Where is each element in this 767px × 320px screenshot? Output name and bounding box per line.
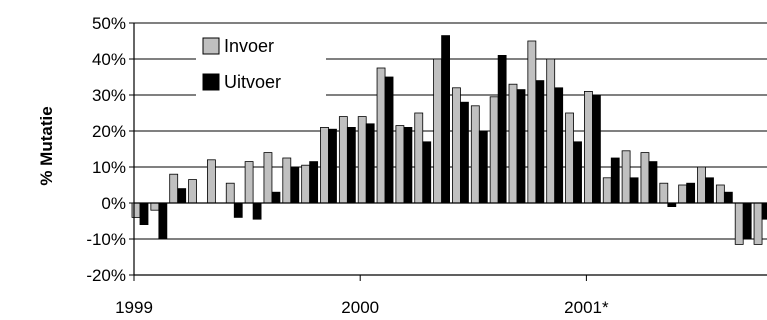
uitvoer-bar — [535, 80, 545, 204]
x-tick-label: 2001* — [564, 298, 609, 317]
uitvoer-bar — [610, 157, 620, 204]
invoer-bar — [527, 40, 537, 204]
invoer-bar — [565, 112, 574, 204]
uitvoer-bar — [497, 55, 507, 204]
invoer-bar — [131, 202, 141, 218]
invoer-bar — [715, 184, 725, 204]
legend-swatch — [202, 37, 220, 55]
legend-label: Invoer — [224, 36, 274, 56]
invoer-bar — [150, 202, 160, 211]
axes — [133, 23, 767, 276]
uitvoer-bar — [271, 191, 281, 204]
y-tick-label: 50% — [92, 14, 126, 33]
invoer-bar — [395, 125, 405, 204]
invoer-bar — [489, 96, 499, 204]
bars — [131, 35, 767, 245]
invoer-bar — [697, 166, 706, 204]
y-tick-label: 40% — [92, 50, 126, 69]
uitvoer-bar — [742, 202, 752, 240]
invoer-bar — [188, 179, 197, 204]
uitvoer-bar — [290, 166, 300, 204]
invoer-bar — [414, 112, 424, 204]
invoer-bar — [584, 91, 593, 204]
invoer-bar — [225, 182, 235, 204]
invoer-bar — [320, 127, 329, 204]
uitvoer-bar — [365, 123, 375, 204]
uitvoer-bar — [478, 130, 488, 204]
y-tick-label: -20% — [86, 266, 126, 285]
uitvoer-bar — [460, 101, 469, 204]
y-tick-label: -10% — [86, 230, 126, 249]
y-tick-label: 30% — [92, 86, 126, 105]
invoer-bar — [282, 157, 292, 204]
uitvoer-bar — [403, 127, 413, 204]
invoer-bar — [678, 184, 688, 204]
invoer-bar — [452, 87, 461, 204]
uitvoer-bar — [252, 202, 262, 220]
uitvoer-bar — [441, 35, 451, 204]
invoer-bar — [206, 159, 216, 204]
uitvoer-bar — [233, 202, 243, 218]
uitvoer-bar — [177, 188, 187, 204]
uitvoer-bar — [573, 141, 582, 204]
invoer-bar — [640, 152, 650, 204]
x-tick-label: 1999 — [115, 298, 153, 317]
uitvoer-bar — [139, 202, 149, 226]
invoer-bar — [169, 173, 179, 204]
invoer-bar — [357, 116, 367, 204]
uitvoer-bar — [422, 141, 432, 204]
legend: Invoer Uitvoer — [196, 26, 326, 102]
invoer-bar — [508, 83, 518, 204]
legend-label: Uitvoer — [224, 72, 281, 92]
invoer-bar — [301, 164, 311, 204]
invoer-bar — [753, 202, 763, 245]
uitvoer-bar — [629, 177, 639, 204]
invoer-bar — [546, 58, 556, 204]
invoer-bar — [338, 116, 348, 204]
x-tick-label: 2000 — [341, 298, 379, 317]
y-tick-label: 20% — [92, 122, 126, 141]
y-tick-labels: -20% -10% 0% 10% 20% 30% 40% 50% — [86, 14, 126, 285]
uitvoer-bar — [761, 202, 767, 220]
invoer-bar — [621, 150, 631, 204]
x-tick-labels: 1999 2000 2001* — [115, 275, 609, 317]
invoer-bar — [244, 161, 254, 204]
uitvoer-bar — [346, 127, 356, 204]
uitvoer-bar — [516, 89, 526, 204]
uitvoer-bar — [309, 161, 319, 204]
invoer-bar — [734, 202, 744, 245]
uitvoer-bar — [592, 94, 601, 204]
invoer-bar — [602, 177, 612, 204]
y-axis-label: % Mutatie — [37, 106, 56, 185]
uitvoer-bar — [384, 76, 394, 204]
invoer-bar — [433, 58, 443, 204]
invoer-bar — [470, 105, 480, 204]
invoer-bar — [263, 152, 273, 204]
uitvoer-bar — [554, 87, 564, 204]
uitvoer-bar — [723, 191, 733, 204]
legend-swatch — [202, 73, 220, 91]
uitvoer-bar — [328, 128, 337, 204]
y-tick-label: 0% — [101, 194, 126, 213]
invoer-bar — [659, 182, 669, 204]
uitvoer-bar — [686, 182, 696, 204]
y-tick-label: 10% — [92, 158, 126, 177]
uitvoer-bar — [705, 177, 714, 204]
uitvoer-bar — [158, 202, 168, 240]
uitvoer-bar — [648, 161, 658, 204]
invoer-bar — [376, 67, 386, 204]
